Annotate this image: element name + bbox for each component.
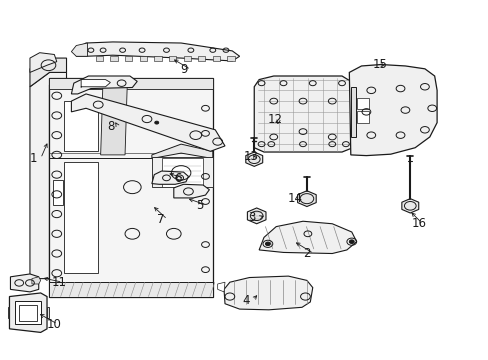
Text: 6: 6: [173, 172, 181, 185]
Polygon shape: [356, 98, 368, 109]
Circle shape: [155, 121, 158, 124]
Text: 5: 5: [195, 199, 203, 212]
Polygon shape: [49, 282, 212, 297]
Polygon shape: [152, 144, 212, 158]
Polygon shape: [125, 56, 132, 61]
Text: 13: 13: [243, 150, 258, 163]
Polygon shape: [64, 162, 98, 273]
Polygon shape: [212, 56, 220, 61]
Polygon shape: [140, 56, 147, 61]
Polygon shape: [71, 76, 137, 94]
Polygon shape: [49, 78, 212, 297]
Text: 11: 11: [52, 276, 67, 289]
Polygon shape: [401, 199, 418, 213]
Text: 12: 12: [267, 113, 283, 126]
Polygon shape: [198, 56, 205, 61]
Polygon shape: [96, 56, 103, 61]
Polygon shape: [19, 305, 37, 320]
Polygon shape: [203, 130, 212, 148]
Polygon shape: [9, 293, 47, 332]
Polygon shape: [259, 221, 356, 253]
Text: 8: 8: [107, 120, 114, 133]
Text: 10: 10: [47, 318, 62, 331]
Polygon shape: [15, 301, 41, 324]
Polygon shape: [356, 111, 368, 123]
Polygon shape: [71, 94, 224, 151]
Polygon shape: [173, 184, 209, 198]
Polygon shape: [247, 208, 265, 224]
Polygon shape: [168, 56, 176, 61]
Text: 14: 14: [287, 192, 302, 205]
Polygon shape: [47, 307, 49, 318]
Polygon shape: [30, 53, 57, 72]
Text: 3: 3: [248, 211, 255, 224]
Polygon shape: [110, 56, 118, 61]
Polygon shape: [161, 158, 203, 187]
Text: 7: 7: [157, 213, 164, 226]
Polygon shape: [49, 78, 212, 89]
Polygon shape: [152, 171, 188, 184]
Polygon shape: [154, 56, 161, 61]
Text: 15: 15: [371, 58, 386, 71]
Polygon shape: [227, 56, 234, 61]
Polygon shape: [348, 64, 436, 156]
Circle shape: [265, 242, 270, 246]
Polygon shape: [224, 276, 312, 310]
Polygon shape: [254, 76, 352, 152]
Polygon shape: [297, 191, 316, 207]
Polygon shape: [245, 152, 262, 166]
Circle shape: [348, 240, 353, 243]
Polygon shape: [53, 180, 63, 205]
Text: 9: 9: [180, 63, 187, 76]
Text: 2: 2: [303, 247, 310, 260]
Polygon shape: [81, 80, 110, 87]
Polygon shape: [8, 307, 9, 318]
Polygon shape: [76, 42, 239, 61]
Polygon shape: [30, 58, 66, 87]
Polygon shape: [152, 157, 212, 187]
Text: 16: 16: [410, 216, 426, 230]
Polygon shape: [217, 282, 224, 292]
Polygon shape: [183, 56, 190, 61]
Text: 1: 1: [30, 152, 38, 165]
Polygon shape: [101, 78, 127, 155]
Polygon shape: [350, 87, 355, 137]
Polygon shape: [10, 274, 39, 292]
Polygon shape: [32, 277, 41, 284]
Polygon shape: [64, 101, 98, 151]
Polygon shape: [71, 43, 87, 56]
Text: 4: 4: [242, 294, 249, 307]
Polygon shape: [30, 72, 66, 279]
